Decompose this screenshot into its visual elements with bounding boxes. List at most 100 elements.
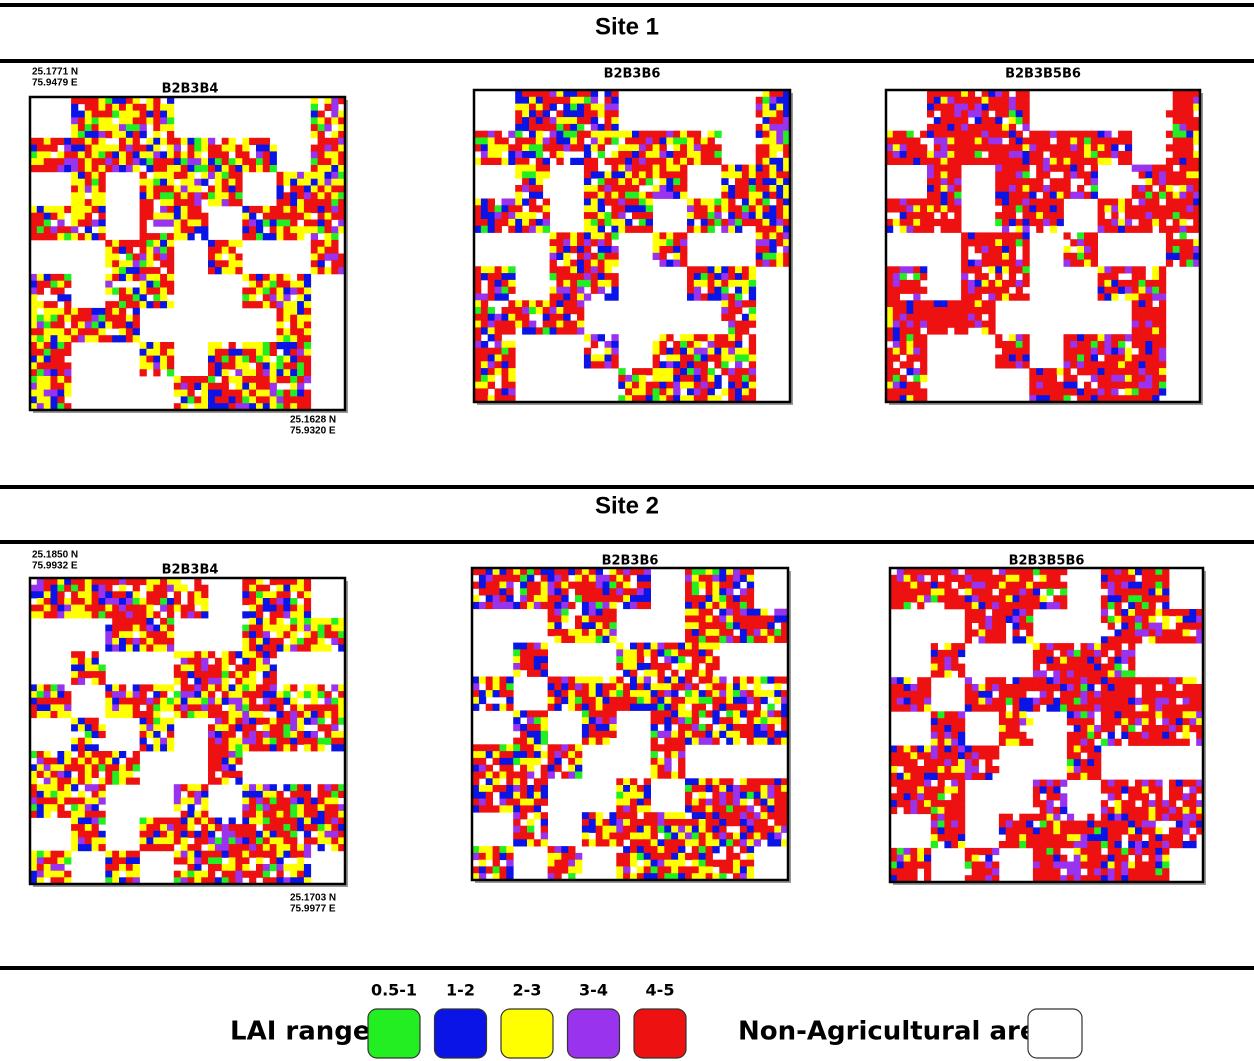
pixel <box>167 738 174 745</box>
pixel <box>570 246 577 253</box>
pixel <box>242 138 249 145</box>
pixel <box>174 158 181 165</box>
pixel <box>1180 226 1187 233</box>
pixel <box>318 260 325 267</box>
pixel <box>1091 361 1098 368</box>
pixel <box>529 165 536 172</box>
pixel <box>263 390 270 397</box>
pixel <box>174 605 181 612</box>
pixel <box>568 582 575 589</box>
pixel <box>556 158 563 165</box>
pixel <box>907 219 914 226</box>
pixel <box>222 824 229 831</box>
pixel <box>1070 151 1077 158</box>
pixel <box>51 684 58 691</box>
pixel <box>529 212 536 219</box>
pixel <box>235 260 242 267</box>
pixel <box>44 301 51 308</box>
pixel <box>920 273 927 280</box>
pixel <box>1009 341 1016 348</box>
pixel <box>263 158 270 165</box>
pixel <box>680 232 687 239</box>
pixel <box>660 341 667 348</box>
pixel <box>1064 388 1071 395</box>
pixel <box>776 178 783 185</box>
pixel <box>153 824 160 831</box>
pixel <box>1043 192 1050 199</box>
pixel <box>927 104 934 111</box>
pixel <box>706 575 713 582</box>
pixel <box>304 315 311 322</box>
pixel <box>611 334 618 341</box>
pixel <box>325 731 332 738</box>
pixel <box>194 192 201 199</box>
pixel <box>1166 185 1173 192</box>
pixel <box>290 798 297 805</box>
pixel <box>563 117 570 124</box>
pixel <box>577 144 584 151</box>
pixel <box>520 643 527 650</box>
pixel <box>201 390 208 397</box>
pixel <box>721 314 728 321</box>
pixel <box>692 602 699 609</box>
pixel <box>1077 144 1084 151</box>
pixel <box>85 328 92 335</box>
pixel <box>687 375 694 382</box>
pixel <box>331 625 338 632</box>
pixel <box>181 824 188 831</box>
pixel <box>1064 232 1071 239</box>
pixel <box>584 355 591 362</box>
pixel <box>133 711 140 718</box>
pixel <box>188 598 195 605</box>
pixel <box>582 602 589 609</box>
pixel <box>57 605 64 612</box>
pixel <box>639 205 646 212</box>
pixel <box>543 110 550 117</box>
pixel <box>708 205 715 212</box>
pixel <box>1077 246 1084 253</box>
pixel <box>270 824 277 831</box>
pixel <box>968 97 975 104</box>
pixel <box>982 158 989 165</box>
site-title: Site 2 <box>595 492 659 519</box>
pixel <box>78 111 85 118</box>
pixel <box>126 117 133 124</box>
pixel <box>201 831 208 838</box>
pixel <box>311 104 318 111</box>
pixel <box>1057 151 1064 158</box>
pixel <box>556 124 563 131</box>
pixel <box>331 798 338 805</box>
pixel <box>78 804 85 811</box>
pixel <box>609 575 616 582</box>
pixel <box>907 212 914 219</box>
pixel <box>508 355 515 362</box>
pixel <box>277 356 284 363</box>
pixel <box>1002 280 1009 287</box>
pixel <box>51 784 58 791</box>
pixel <box>140 254 147 261</box>
pixel <box>318 158 325 165</box>
pixel <box>311 172 318 179</box>
pixel <box>263 618 270 625</box>
pixel <box>160 192 167 199</box>
pixel <box>632 171 639 178</box>
pixel <box>304 704 311 711</box>
pixel <box>1091 341 1098 348</box>
pixel <box>687 361 694 368</box>
pixel <box>694 151 701 158</box>
pixel <box>304 851 311 858</box>
pixel <box>618 205 625 212</box>
pixel <box>934 327 941 334</box>
pixel <box>222 192 229 199</box>
pixel <box>1180 185 1187 192</box>
pixel <box>92 764 99 771</box>
pixel <box>215 172 222 179</box>
pixel <box>188 671 195 678</box>
pixel <box>1084 253 1091 260</box>
pixel <box>64 791 71 798</box>
pixel <box>692 643 699 650</box>
pixel <box>318 267 325 274</box>
pixel <box>660 260 667 267</box>
pixel <box>968 151 975 158</box>
pixel <box>277 718 284 725</box>
